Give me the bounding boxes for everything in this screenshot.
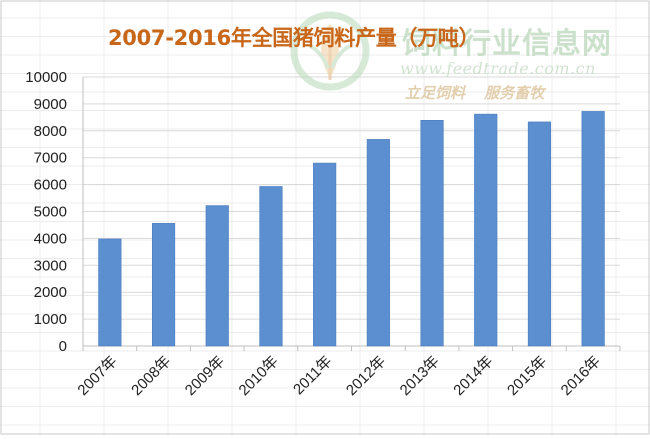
- bar-series: [98, 111, 605, 347]
- x-tick-label: 2009年: [182, 353, 228, 399]
- x-tick-label: 2016年: [558, 353, 604, 399]
- y-tick-label: 1000: [34, 311, 67, 328]
- y-tick-label: 8000: [34, 123, 67, 140]
- bar-2008年: [151, 223, 176, 347]
- bar-2014年: [474, 113, 498, 347]
- bar-2010年: [259, 186, 283, 347]
- bar-2007年: [98, 238, 122, 347]
- x-tick-label: 2013年: [397, 353, 443, 399]
- y-tick-label: 9000: [34, 96, 67, 113]
- bar-2011年: [313, 162, 337, 347]
- bar-2015年: [527, 121, 552, 347]
- bar-2016年: [581, 111, 605, 347]
- bar-2009年: [205, 205, 229, 347]
- y-tick-label: 5000: [34, 204, 67, 221]
- y-tick-label: 2000: [34, 284, 67, 301]
- watermark-slogan: 立足饲料 服务畜牧: [405, 84, 545, 102]
- y-tick-label: 6000: [34, 177, 67, 194]
- x-axis-ticks: 2007年 2008年 2009年 2010年 2011年 2012年 2013年 2014年…: [74, 346, 621, 399]
- bar-2012年: [366, 139, 390, 347]
- y-tick-label: 4000: [34, 230, 67, 247]
- y-axis-ticks: 0 1000 2000 3000 4000 5000 6000 7000 8000 9000 100…: [25, 69, 67, 355]
- x-tick-label: 2014年: [450, 353, 496, 399]
- y-tick-label: 3000: [34, 257, 67, 274]
- bar-2013年: [420, 120, 444, 347]
- chart-title: 2007-2016年全国猪饲料产量（万吨）: [108, 26, 480, 50]
- wheat-leaf-logo-icon: [290, 11, 370, 91]
- x-tick-label: 2010年: [236, 353, 282, 399]
- x-tick-label: 2015年: [504, 353, 550, 399]
- y-tick-label: 10000: [25, 69, 67, 86]
- x-tick-label: 2008年: [128, 353, 174, 399]
- x-tick-label: 2011年: [290, 353, 335, 398]
- y-tick-label: 7000: [34, 150, 67, 167]
- x-tick-label: 2007年: [74, 353, 120, 399]
- y-tick-label: 0: [59, 338, 67, 355]
- watermark-url: www.feedtrade.com.cn: [400, 59, 596, 78]
- x-tick-label: 2012年: [343, 353, 389, 399]
- watermark-site-name: 饲料行业信息网: [402, 26, 613, 60]
